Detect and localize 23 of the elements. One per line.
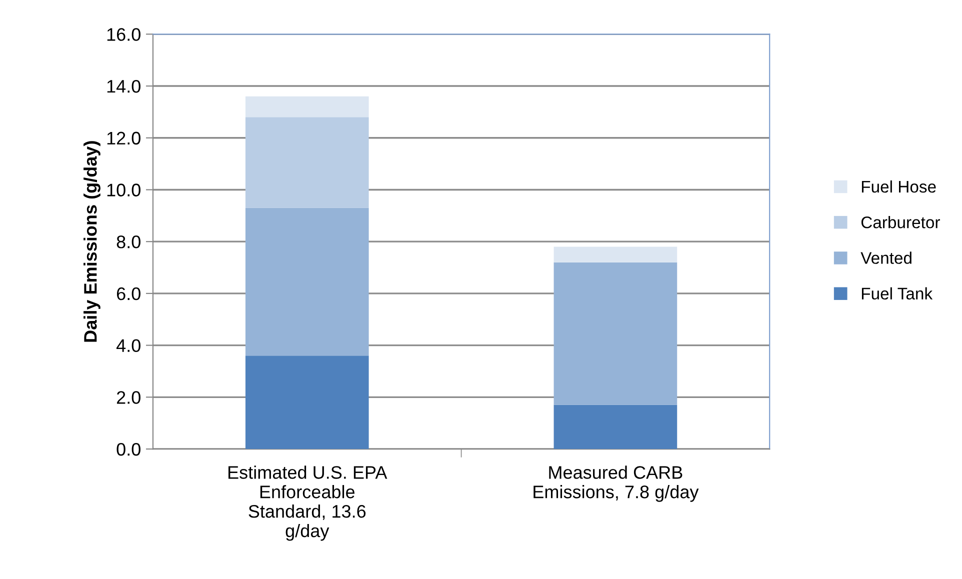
y-tick-label: 12.0 (107, 132, 140, 145)
bar (245, 117, 369, 208)
y-tick-label: 14.0 (107, 80, 140, 93)
legend-label: Vented (860, 252, 912, 264)
y-tick-label: 4.0 (116, 339, 140, 352)
legend-label: Carburetor (861, 216, 940, 228)
y-tick-label: 8.0 (116, 236, 140, 248)
bar (554, 262, 678, 405)
y-tick-label: 10.0 (107, 184, 140, 196)
x-tick-label: Measured CARB Emissions, 7.8 g/day (534, 466, 699, 502)
legend-label: Fuel Hose (862, 180, 936, 193)
y-tick-label: 0.0 (116, 442, 140, 456)
x-tick-label: Estimated U.S. EPA Enforceable Standard, 13.6 g/day (228, 466, 388, 541)
bar (554, 246, 678, 262)
bar (245, 356, 369, 450)
bar (245, 208, 369, 356)
y-axis-title: Daily Emissions (g/day) (84, 141, 100, 342)
legend-label: Fuel Tank (862, 287, 933, 300)
bar (245, 96, 369, 118)
y-tick-label: 16.0 (107, 28, 140, 41)
y-tick-label: 2.0 (116, 391, 140, 404)
y-tick-label: 6.0 (116, 287, 140, 300)
bar (554, 404, 678, 450)
